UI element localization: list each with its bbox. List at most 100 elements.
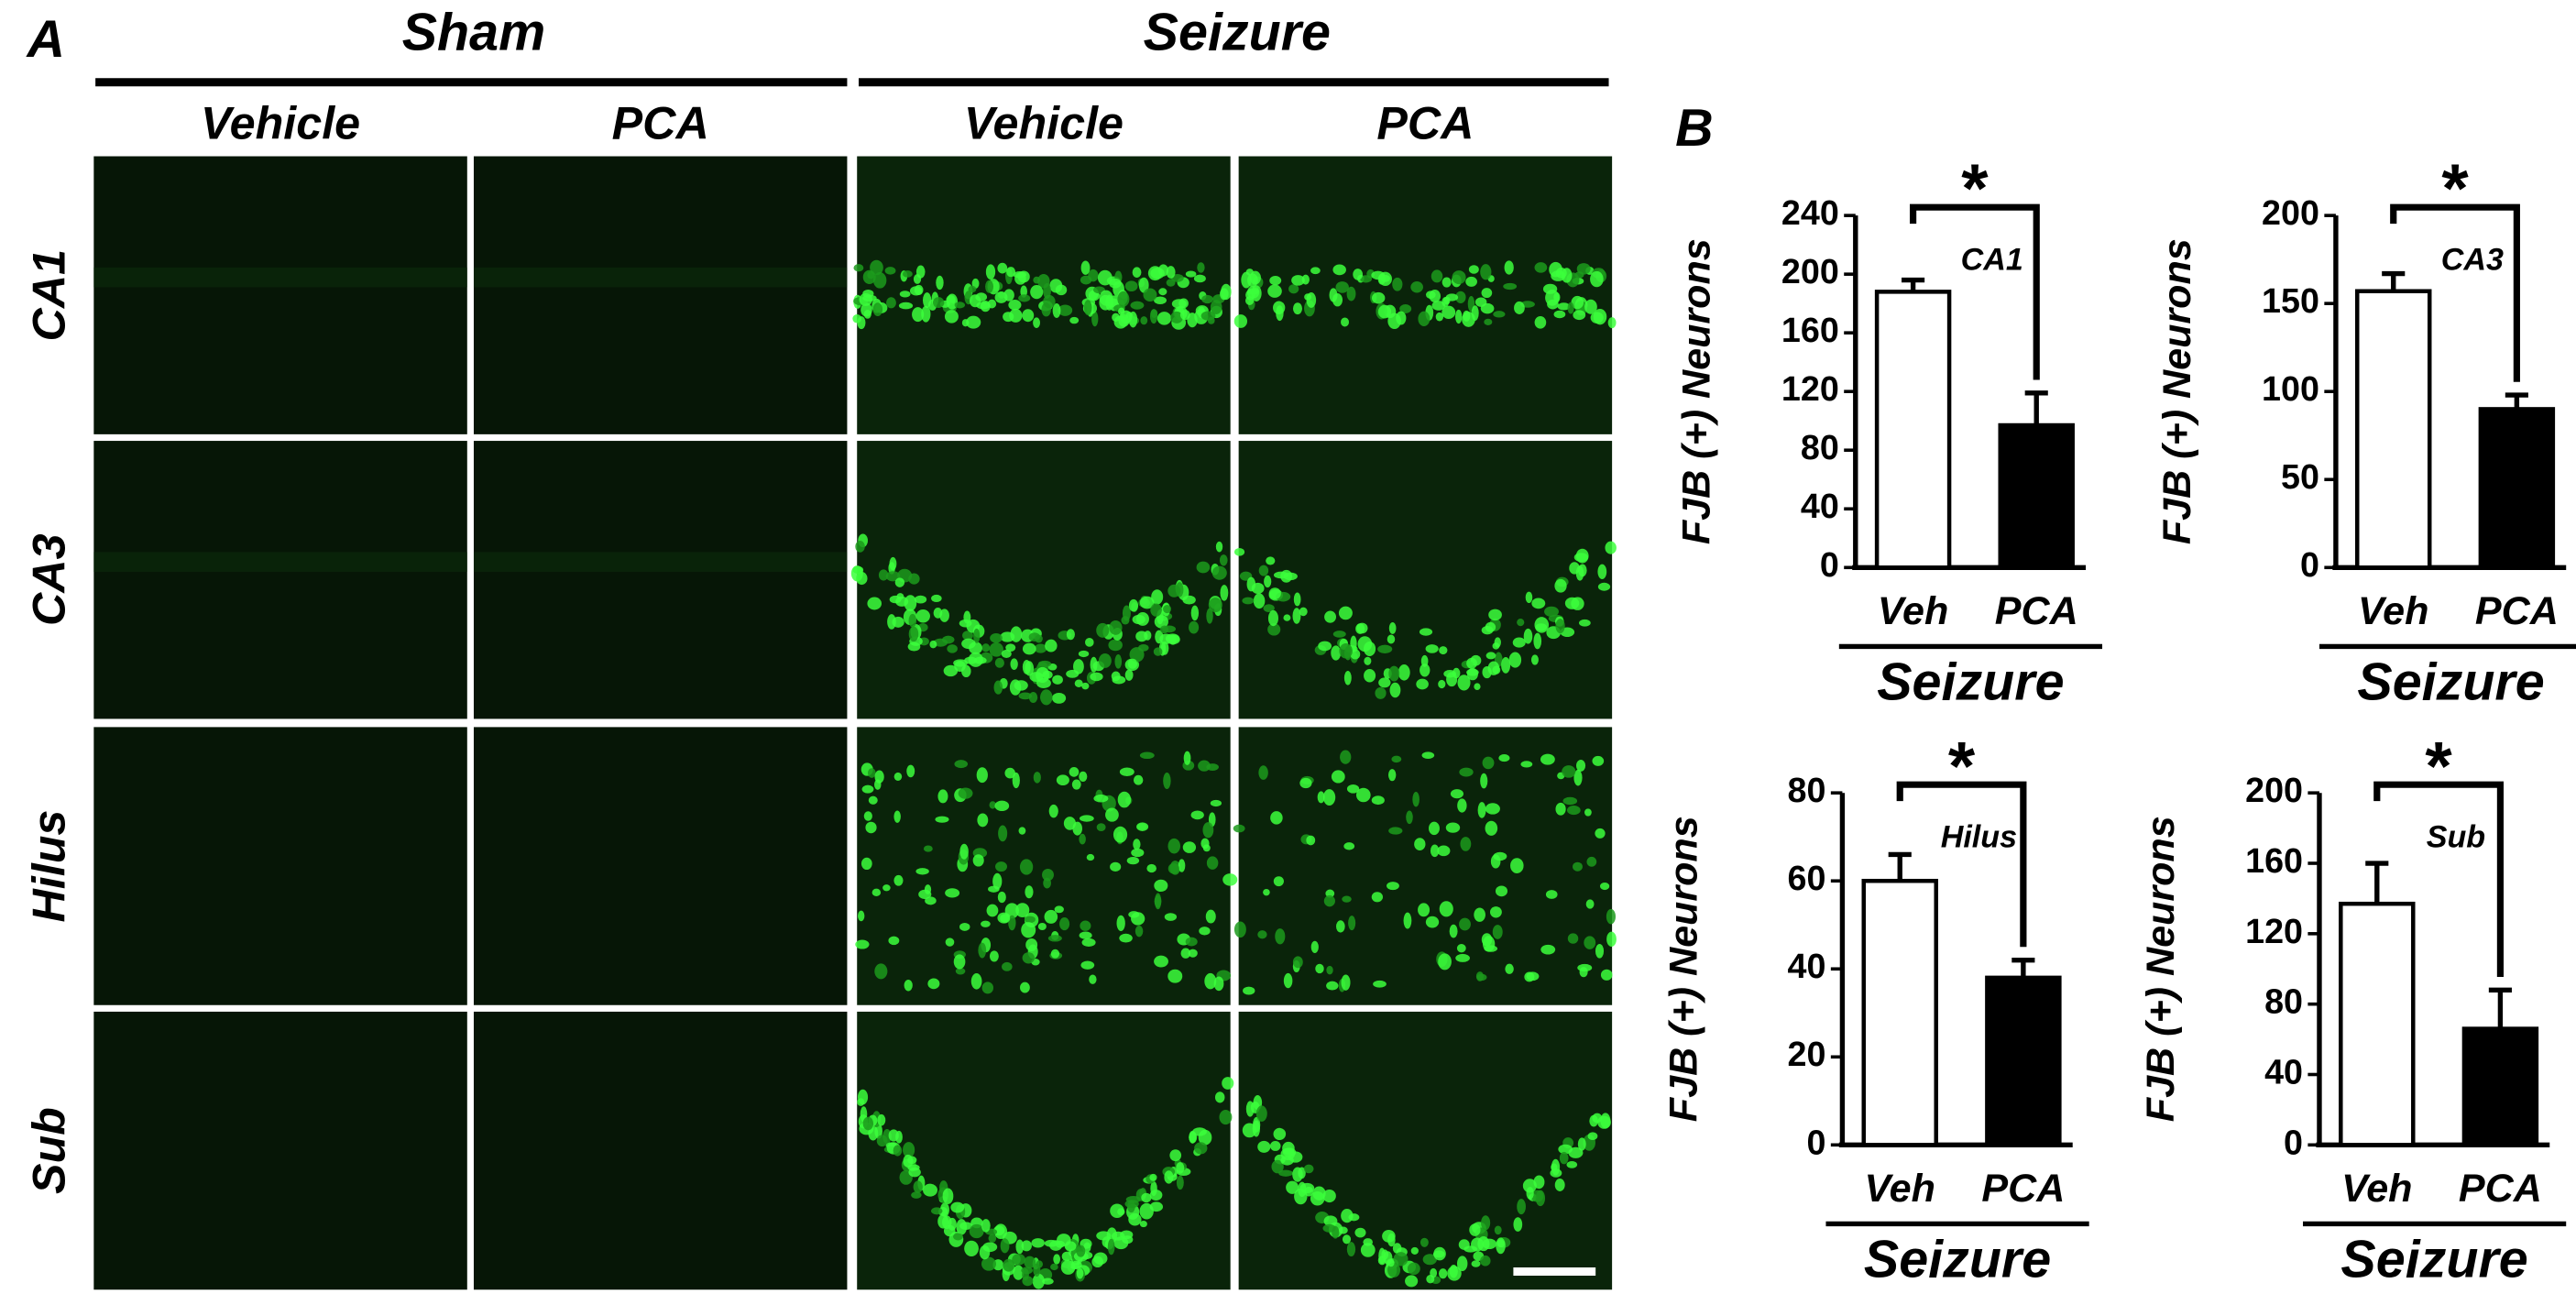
cell: [1420, 654, 1429, 667]
region-label: Sub: [2427, 819, 2485, 854]
significance-marker: *: [2441, 150, 2469, 227]
cell: [1081, 682, 1090, 690]
cell: [872, 302, 883, 316]
cell: [1445, 822, 1461, 833]
cell: [1129, 647, 1145, 663]
cell: [1471, 1260, 1481, 1267]
cell: [1329, 288, 1338, 302]
cell: [1396, 311, 1407, 325]
cell: [1283, 972, 1293, 989]
cell: [1477, 802, 1486, 818]
cell: [1119, 933, 1133, 943]
cell: [1154, 894, 1162, 908]
cell: [964, 1240, 979, 1256]
cell: [902, 270, 913, 278]
cell: [1383, 1251, 1393, 1265]
cell: [1124, 280, 1138, 292]
cell: [1564, 597, 1580, 609]
cell: [1091, 311, 1099, 327]
cell: [1322, 1189, 1336, 1203]
cell: [1554, 578, 1567, 593]
cell: [1465, 276, 1477, 287]
cell: [863, 309, 871, 319]
cell: [1571, 295, 1584, 310]
cell: [893, 810, 901, 823]
cell: [955, 968, 966, 975]
cell: [1085, 637, 1094, 647]
cell: [908, 613, 917, 628]
cell: [1437, 845, 1451, 857]
panel-label: A: [26, 10, 65, 69]
cell: [1000, 1238, 1010, 1254]
cell: [1322, 1223, 1336, 1233]
micrograph: [93, 727, 467, 1005]
cell: [1459, 917, 1471, 931]
cell: [1201, 294, 1213, 304]
cell: [1566, 1161, 1578, 1168]
cell: [1391, 755, 1402, 763]
x-tick-label: PCA: [1981, 1167, 2065, 1211]
cell: [1200, 838, 1210, 850]
cell: [933, 297, 945, 309]
cell: [1018, 294, 1031, 302]
cell: [1025, 885, 1034, 899]
cell: [1032, 1273, 1045, 1289]
y-tick-label: 60: [1788, 859, 1826, 897]
cell: [918, 889, 932, 900]
cell: [1158, 288, 1167, 296]
x-axis-label: Seizure: [2357, 653, 2544, 712]
cell: [1233, 824, 1245, 833]
cell: [985, 264, 996, 280]
cell: [954, 302, 966, 309]
cell: [1494, 1225, 1502, 1235]
cell: [1495, 885, 1508, 897]
cell: [1153, 647, 1163, 656]
cell: [1083, 300, 1092, 316]
group-header: Seizure: [1144, 4, 1331, 62]
cell: [981, 920, 991, 927]
cell: [1343, 670, 1352, 685]
cell: [953, 954, 966, 970]
cell: [1566, 806, 1581, 816]
cell: [903, 1142, 915, 1158]
cell: [1219, 1109, 1233, 1125]
cell: [1431, 301, 1446, 311]
cell: [1188, 949, 1198, 958]
cell: [1267, 609, 1278, 627]
y-tick-label: 0: [1806, 1123, 1825, 1161]
cell: [907, 1164, 920, 1171]
cell: [945, 888, 960, 898]
cell: [1178, 859, 1186, 872]
cell: [1578, 564, 1587, 577]
cell: [1169, 1149, 1182, 1162]
cell: [1166, 266, 1176, 279]
cell: [1455, 291, 1466, 303]
cell: [1109, 278, 1122, 289]
cell: [1012, 1254, 1026, 1266]
cell: [1034, 643, 1047, 653]
cell: [969, 294, 981, 308]
cell: [1022, 642, 1036, 655]
cell: [1013, 1265, 1025, 1280]
cell: [1266, 556, 1276, 565]
cell: [1089, 974, 1097, 984]
cell: [1198, 760, 1211, 772]
cell: [1435, 312, 1444, 322]
cell: [1055, 284, 1068, 296]
cell: [1219, 288, 1229, 301]
cell: [1210, 300, 1222, 314]
cell: [995, 861, 1008, 872]
cell: [1340, 750, 1352, 764]
faint-band: [93, 267, 467, 288]
cell: [887, 614, 896, 630]
cell: [1036, 677, 1051, 689]
cell: [1501, 656, 1511, 674]
cell: [1480, 773, 1488, 789]
cell: [1555, 802, 1566, 816]
cell: [1485, 803, 1500, 815]
micrograph: [473, 1011, 848, 1290]
cell: [1429, 290, 1441, 303]
micrograph: [1238, 441, 1613, 719]
cell: [1012, 772, 1020, 789]
